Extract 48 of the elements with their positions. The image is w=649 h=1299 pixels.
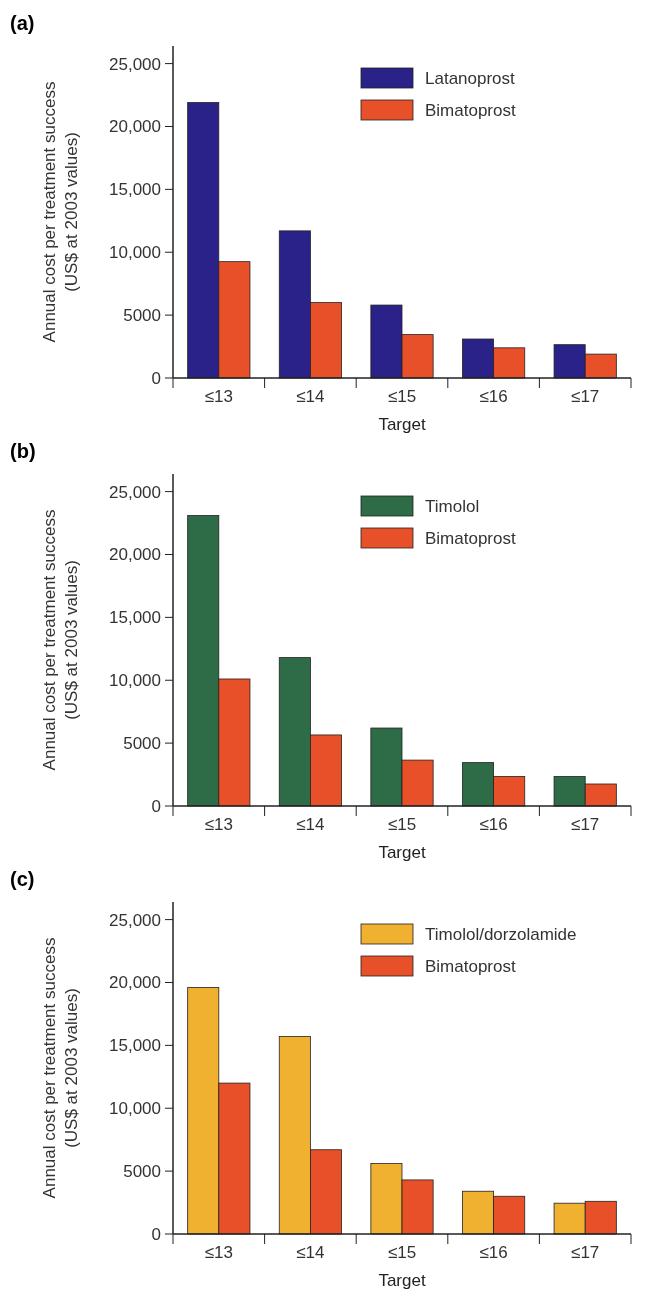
x-tick-label: ≤17 xyxy=(571,1243,600,1262)
y-axis-title: Annual cost per treatment success (US$ at 2003 values) xyxy=(40,937,81,1199)
legend-label: Latanoprost xyxy=(425,68,516,88)
legend-label: Timolol xyxy=(425,496,480,516)
y-tick-label: 15,000 xyxy=(109,1036,161,1056)
y-axis-title: Annual cost per treatment success (US$ at 2003 values) xyxy=(40,509,81,771)
y-tick-label: 5000 xyxy=(123,734,161,754)
x-tick-label: ≤14 xyxy=(296,387,325,406)
legend-label: Bimatoprost xyxy=(425,956,516,976)
y-tick-label: 25,000 xyxy=(109,54,161,74)
x-tick-label: ≤16 xyxy=(479,815,508,834)
y-axis-title: Annual cost per treatment success (US$ at 2003 values) xyxy=(40,81,81,343)
y-tick-label: 0 xyxy=(151,368,161,388)
x-tick-label: ≤13 xyxy=(204,1243,233,1262)
y-tick-label: 15,000 xyxy=(109,180,161,200)
y-tick-label: 10,000 xyxy=(109,671,161,691)
y-tick-label: 5000 xyxy=(123,306,161,326)
legend-label: Bimatoprost xyxy=(425,100,516,120)
y-tick-label: 0 xyxy=(151,1224,161,1244)
x-tick-label: ≤14 xyxy=(296,815,325,834)
y-tick-label: 10,000 xyxy=(109,1099,161,1119)
y-tick-label: 15,000 xyxy=(109,608,161,628)
x-tick-label: ≤16 xyxy=(479,1243,508,1262)
x-tick-label: ≤15 xyxy=(387,815,417,834)
x-axis-title: Target xyxy=(378,415,426,434)
x-tick-label: ≤13 xyxy=(204,387,233,406)
legend-label: Bimatoprost xyxy=(425,528,516,548)
x-tick-label: ≤16 xyxy=(479,387,508,406)
y-tick-label: 0 xyxy=(151,796,161,816)
x-tick-label: ≤15 xyxy=(387,1243,417,1262)
x-tick-label: ≤15 xyxy=(387,387,417,406)
legend-label: Timolol/dorzolamide xyxy=(425,924,577,944)
chart-title: (c) xyxy=(10,868,35,890)
y-tick-label: 20,000 xyxy=(109,545,161,565)
x-axis-title: Target xyxy=(378,843,426,862)
y-tick-label: 20,000 xyxy=(109,973,161,993)
y-tick-label: 10,000 xyxy=(109,243,161,263)
chart-title: (b) xyxy=(10,440,36,462)
y-tick-label: 5000 xyxy=(123,1162,161,1182)
y-tick-label: 25,000 xyxy=(109,482,161,502)
y-tick-label: 25,000 xyxy=(109,910,161,930)
y-tick-label: 20,000 xyxy=(109,117,161,137)
x-tick-label: ≤17 xyxy=(571,387,600,406)
chart-title: (a) xyxy=(10,12,35,34)
x-tick-label: ≤13 xyxy=(204,815,233,834)
x-tick-label: ≤17 xyxy=(571,815,600,834)
x-tick-label: ≤14 xyxy=(296,1243,325,1262)
x-axis-title: Target xyxy=(378,1271,426,1290)
